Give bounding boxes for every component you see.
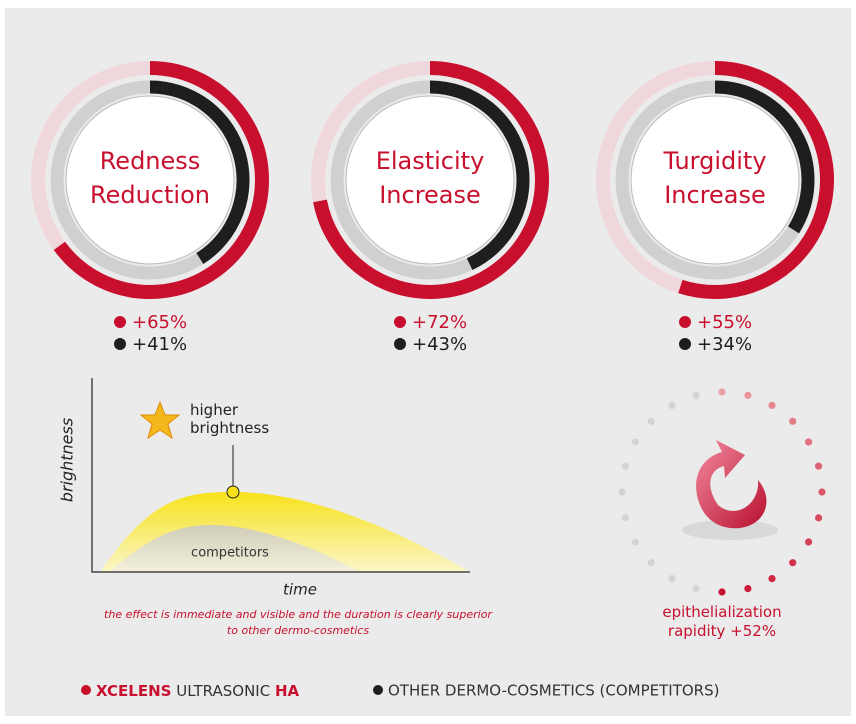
ring-dot	[618, 488, 625, 495]
value-dot	[114, 316, 126, 328]
ring-dot	[718, 388, 725, 395]
infographic: RednessReduction+65%+41%ElasticityIncrea…	[0, 0, 856, 724]
value-label: +34%	[697, 334, 752, 355]
value-label: +55%	[697, 312, 752, 333]
ring-dot	[789, 559, 796, 566]
ring-dot	[744, 585, 751, 592]
legend-other: OTHER DERMO-COSMETICS (COMPETITORS)	[388, 682, 719, 700]
ring-dot	[648, 559, 655, 566]
ring-dot	[744, 392, 751, 399]
ring-dot	[768, 575, 775, 582]
value-dot	[394, 316, 406, 328]
value-label: +72%	[412, 312, 467, 333]
value-dot	[679, 338, 691, 350]
value-dot	[114, 338, 126, 350]
ring-dot	[693, 585, 700, 592]
legend-xcelens: XCELENS ULTRASONIC HA	[96, 682, 300, 700]
ring-dot	[718, 588, 725, 595]
ring-dot	[815, 514, 822, 521]
ring-dot	[632, 438, 639, 445]
ring-dot	[693, 392, 700, 399]
ring-dot	[668, 575, 675, 582]
competitors-label: competitors	[191, 546, 269, 561]
ring-dot	[668, 402, 675, 409]
legend-swatch	[373, 685, 383, 695]
value-dot	[394, 338, 406, 350]
value-dot	[679, 316, 691, 328]
legend: XCELENS ULTRASONIC HA OTHER DERMO-COSMET…	[81, 682, 719, 700]
value-label: +43%	[412, 334, 467, 355]
legend-swatch	[81, 685, 91, 695]
center	[631, 96, 799, 264]
value-label: +41%	[132, 334, 187, 355]
ring-dot	[648, 418, 655, 425]
ring-dot	[805, 538, 812, 545]
peak-marker	[227, 486, 239, 498]
ring-dot	[818, 488, 825, 495]
ring-dot	[632, 538, 639, 545]
center	[66, 96, 234, 264]
ring-dot	[805, 438, 812, 445]
ring-dot	[789, 418, 796, 425]
value-label: +65%	[132, 312, 187, 333]
center	[346, 96, 514, 264]
ring-dot	[768, 402, 775, 409]
ring-dot	[622, 463, 629, 470]
ring-dot	[622, 514, 629, 521]
x-axis-label: time	[283, 581, 317, 599]
y-axis-label: brightness	[58, 418, 77, 502]
ring-dot	[815, 463, 822, 470]
